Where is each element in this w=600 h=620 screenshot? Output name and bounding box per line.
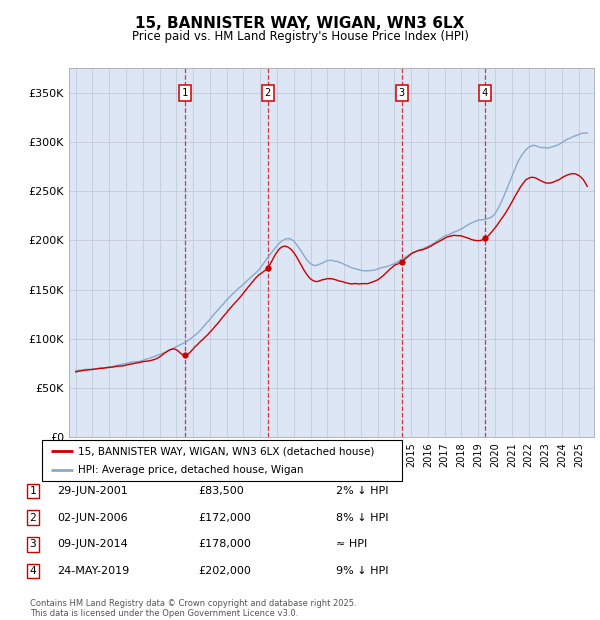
Text: 1: 1 xyxy=(182,88,188,98)
Text: Price paid vs. HM Land Registry's House Price Index (HPI): Price paid vs. HM Land Registry's House … xyxy=(131,30,469,43)
Text: ≈ HPI: ≈ HPI xyxy=(336,539,367,549)
FancyBboxPatch shape xyxy=(42,440,402,480)
Text: 2% ↓ HPI: 2% ↓ HPI xyxy=(336,486,389,496)
Text: 1: 1 xyxy=(29,486,37,496)
Text: 15, BANNISTER WAY, WIGAN, WN3 6LX (detached house): 15, BANNISTER WAY, WIGAN, WN3 6LX (detac… xyxy=(78,446,374,456)
Text: 4: 4 xyxy=(482,88,488,98)
Text: 15, BANNISTER WAY, WIGAN, WN3 6LX: 15, BANNISTER WAY, WIGAN, WN3 6LX xyxy=(136,16,464,30)
Text: 24-MAY-2019: 24-MAY-2019 xyxy=(57,566,129,576)
Text: £172,000: £172,000 xyxy=(198,513,251,523)
Text: £202,000: £202,000 xyxy=(198,566,251,576)
Text: 8% ↓ HPI: 8% ↓ HPI xyxy=(336,513,389,523)
Text: HPI: Average price, detached house, Wigan: HPI: Average price, detached house, Wiga… xyxy=(78,466,304,476)
Text: 09-JUN-2014: 09-JUN-2014 xyxy=(57,539,128,549)
Text: 3: 3 xyxy=(29,539,37,549)
Text: £83,500: £83,500 xyxy=(198,486,244,496)
Text: 3: 3 xyxy=(399,88,405,98)
Text: Contains HM Land Registry data © Crown copyright and database right 2025.
This d: Contains HM Land Registry data © Crown c… xyxy=(30,599,356,618)
Text: 9% ↓ HPI: 9% ↓ HPI xyxy=(336,566,389,576)
Text: 2: 2 xyxy=(265,88,271,98)
Text: 2: 2 xyxy=(29,513,37,523)
Text: 02-JUN-2006: 02-JUN-2006 xyxy=(57,513,128,523)
Text: £178,000: £178,000 xyxy=(198,539,251,549)
Text: 4: 4 xyxy=(29,566,37,576)
Text: 29-JUN-2001: 29-JUN-2001 xyxy=(57,486,128,496)
